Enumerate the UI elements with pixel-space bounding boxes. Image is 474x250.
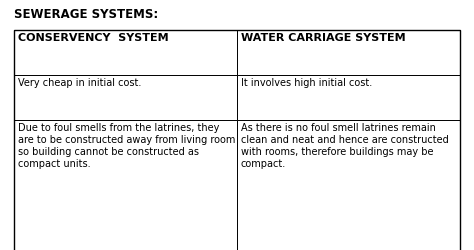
Text: Very cheap in initial cost.: Very cheap in initial cost. xyxy=(18,78,141,88)
Bar xyxy=(14,75,237,120)
Bar xyxy=(14,120,237,250)
Bar xyxy=(237,120,460,250)
Text: SEWERAGE SYSTEMS:: SEWERAGE SYSTEMS: xyxy=(14,8,158,20)
Bar xyxy=(237,30,460,75)
Text: As there is no foul smell latrines remain
clean and neat and hence are construct: As there is no foul smell latrines remai… xyxy=(241,123,448,169)
Text: WATER CARRIAGE SYSTEM: WATER CARRIAGE SYSTEM xyxy=(241,33,405,43)
Text: It involves high initial cost.: It involves high initial cost. xyxy=(241,78,372,88)
Bar xyxy=(14,30,237,75)
Bar xyxy=(237,75,460,120)
Text: Due to foul smells from the latrines, they
are to be constructed away from livin: Due to foul smells from the latrines, th… xyxy=(18,123,236,169)
Text: CONSERVENCY  SYSTEM: CONSERVENCY SYSTEM xyxy=(18,33,169,43)
